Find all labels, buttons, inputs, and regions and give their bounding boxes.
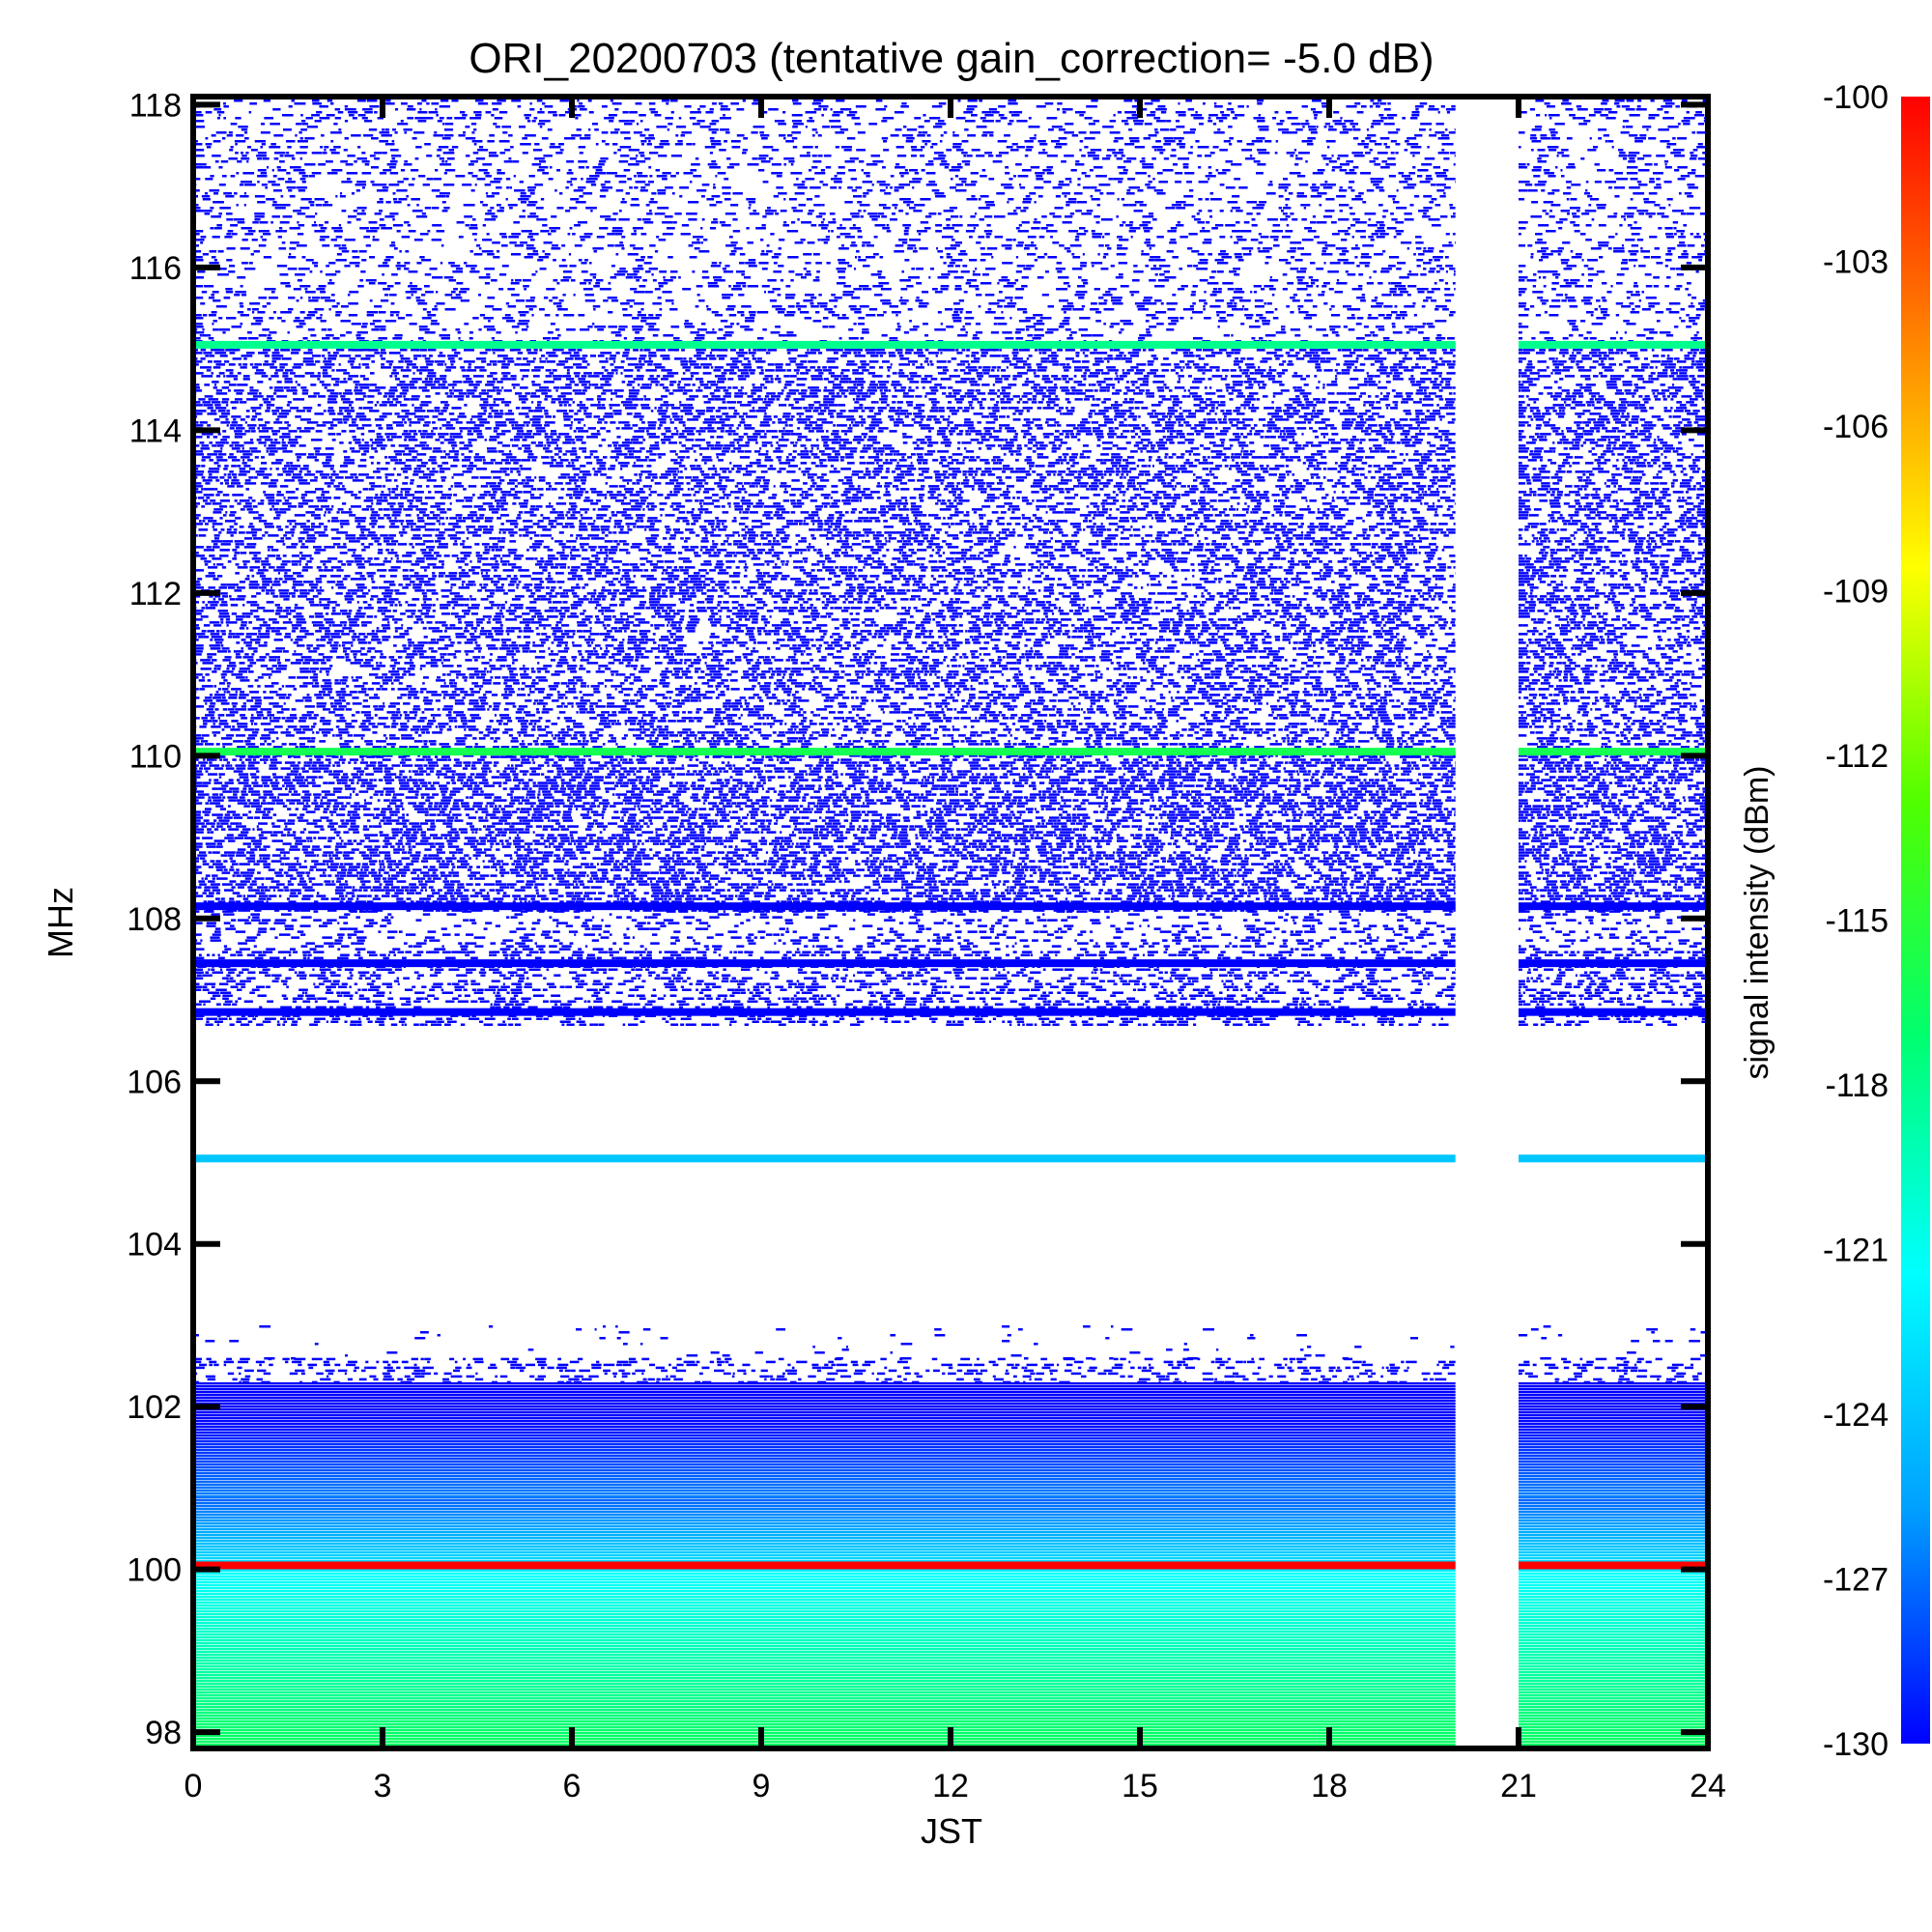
colorbar-label: signal intensity (dBm)	[1739, 765, 1776, 1079]
y-tick-label: 100	[127, 1552, 182, 1589]
colorbar-tick-label: -115	[1825, 903, 1889, 940]
colorbar-tick-label: -109	[1823, 574, 1889, 611]
y-tick-label: 102	[127, 1389, 182, 1426]
spectrogram-band	[193, 1570, 1708, 1748]
carrier-line	[193, 1154, 1708, 1162]
plot-area	[193, 97, 1708, 1748]
y-tick-label: 112	[129, 576, 182, 612]
spectrogram-band	[193, 1496, 1708, 1571]
x-tick-label: 15	[1122, 1768, 1158, 1804]
colorbar-tick-label: -118	[1825, 1067, 1889, 1104]
colorbar-tick-label: -121	[1823, 1233, 1889, 1269]
x-tick-label: 0	[185, 1768, 203, 1804]
spectrogram-band	[193, 349, 1708, 757]
x-tick-label: 24	[1690, 1768, 1726, 1804]
x-tick-label: 12	[932, 1768, 969, 1804]
carrier-line	[193, 959, 1708, 967]
spectrogram-band	[193, 1382, 1708, 1497]
spectrogram-band	[193, 97, 1708, 352]
x-tick-label: 18	[1311, 1768, 1348, 1804]
y-tick-label: 114	[129, 412, 182, 449]
carrier-line	[193, 1561, 1708, 1569]
carrier-line	[193, 341, 1708, 349]
chart-title: ORI_20200703 (tentative gain_correction=…	[469, 35, 1434, 82]
x-tick-label: 3	[374, 1768, 392, 1804]
carrier-line	[193, 902, 1708, 910]
x-tick-label: 21	[1500, 1768, 1537, 1804]
x-axis-label: JST	[921, 1811, 982, 1851]
colorbar-tick-label: -127	[1823, 1562, 1889, 1599]
y-tick-label: 110	[129, 738, 182, 775]
colorbar-tick-label: -124	[1823, 1397, 1889, 1434]
colorbar: -100 -103 -106 -109 -112 -115 -118 -121 -124 -127…	[1823, 79, 1930, 1763]
spectrogram-band	[193, 755, 1708, 912]
y-tick-label: 116	[129, 250, 182, 287]
spectrogram-band	[193, 1325, 1708, 1360]
colorbar-tick-label: -106	[1823, 409, 1889, 445]
x-axis: 0 3 6 9 12 15 18 21 24	[185, 97, 1726, 1804]
x-tick-label: 6	[563, 1768, 582, 1804]
x-tick-label: 9	[753, 1768, 771, 1804]
carrier-line	[193, 1009, 1708, 1016]
y-tick-label: 108	[127, 901, 182, 938]
spectrogram-band	[193, 1358, 1708, 1384]
colorbar-tick-label: -112	[1825, 738, 1889, 775]
spectrogram-band	[193, 910, 1708, 953]
colorbar-tick-label: -100	[1823, 79, 1889, 116]
y-tick-label: 106	[127, 1064, 182, 1100]
y-axis-label: MHz	[41, 887, 80, 958]
colorbar-gradient	[1901, 97, 1930, 1744]
colorbar-tick-label: -130	[1823, 1726, 1889, 1763]
y-tick-label: 118	[129, 87, 182, 124]
y-tick-label: 98	[145, 1715, 182, 1751]
y-tick-label: 104	[127, 1227, 182, 1264]
carrier-line	[193, 748, 1708, 755]
colorbar-tick-label: -103	[1823, 244, 1889, 281]
